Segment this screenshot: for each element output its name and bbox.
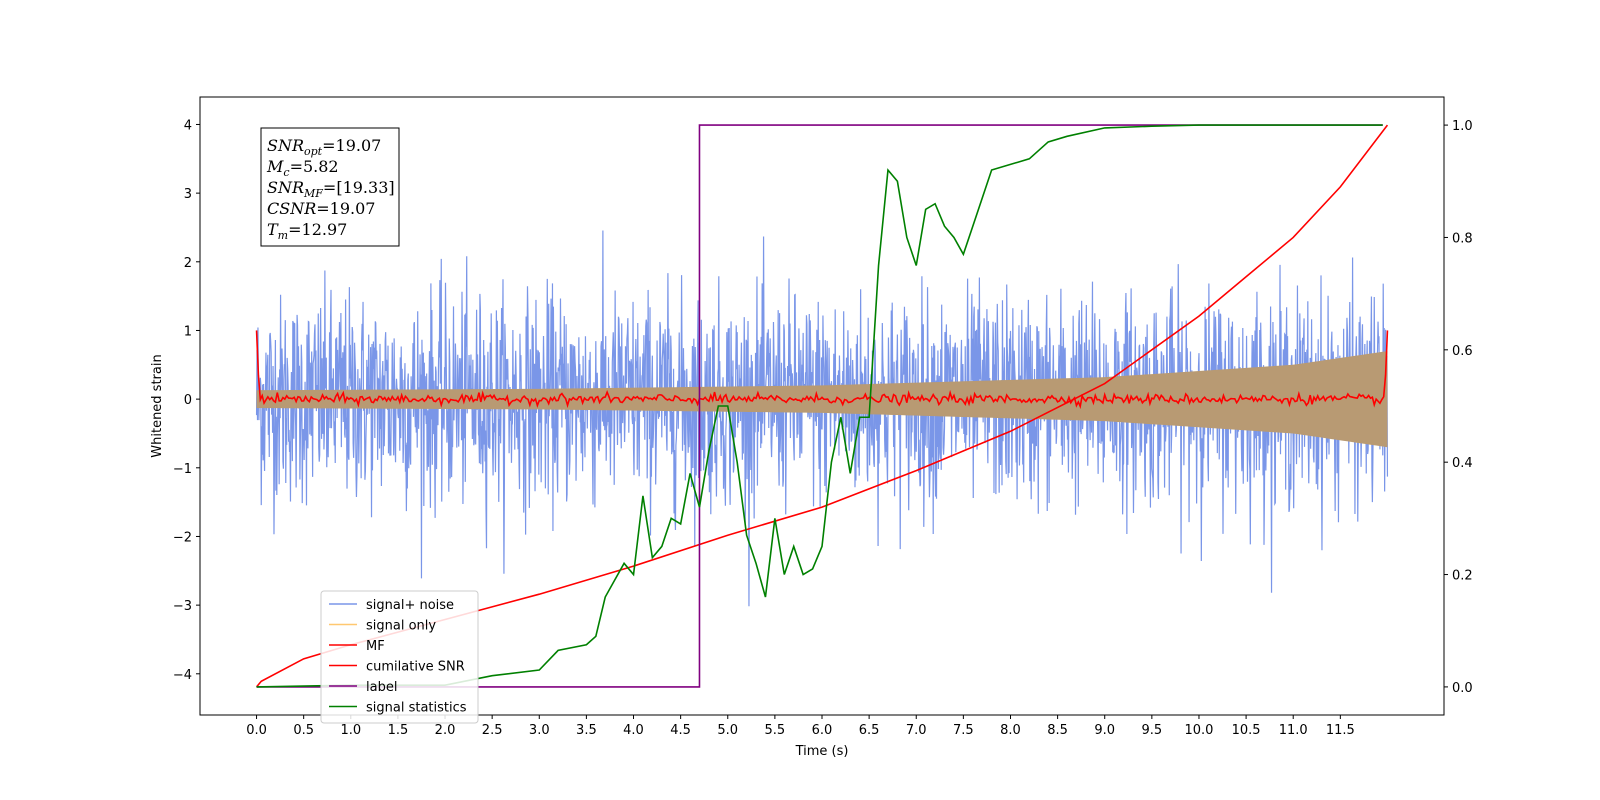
- legend-entry: signal+ noise: [366, 598, 454, 613]
- y-tick-label-right: 0.6: [1452, 344, 1473, 359]
- y-axis-label: Whitened strain: [150, 354, 165, 457]
- x-tick-label: 11.0: [1279, 723, 1308, 738]
- x-tick-label: 2.0: [435, 723, 456, 738]
- x-tick-label: 3.0: [529, 723, 550, 738]
- y-tick-label-left: 2: [184, 256, 192, 271]
- annotation-line: SNRMF=[19.33]: [267, 178, 395, 200]
- x-tick-label: 1.5: [388, 723, 409, 738]
- x-tick-label: 0.0: [246, 723, 267, 738]
- legend-frame: [320, 590, 479, 724]
- legend-entry: cumilative SNR: [366, 660, 465, 675]
- annotation-line: CSNR=19.07: [267, 199, 375, 218]
- x-tick-label: 11.5: [1326, 723, 1355, 738]
- x-tick-label: 5.0: [717, 723, 738, 738]
- annotation-frame: [260, 127, 400, 247]
- y-tick-label-left: 4: [184, 118, 192, 133]
- x-tick-label: 4.5: [670, 723, 691, 738]
- y-tick-label-left: −1: [173, 462, 192, 477]
- x-tick-label: 3.5: [576, 723, 597, 738]
- y-tick-label-left: −3: [173, 599, 192, 614]
- y-tick-label-left: −4: [173, 668, 192, 683]
- series-mf: [255, 330, 1389, 410]
- x-tick-label: 5.5: [765, 723, 786, 738]
- x-tick-label: 4.0: [623, 723, 644, 738]
- annotation-line: Mc=5.82: [266, 157, 339, 179]
- legend-entry: signal only: [366, 619, 436, 634]
- legend-entry: label: [366, 680, 397, 695]
- x-tick-label: 6.5: [859, 723, 880, 738]
- series-signal-only: [256, 351, 1388, 448]
- annotation-line: Tm=12.97: [267, 220, 347, 242]
- x-axis: 0.0 0.5 1.0 1.5 2.0 2.5 3.0 3.5 4.0 4.5 5.0 5.5 6.0 6…: [246, 715, 1355, 738]
- y-tick-label-left: −2: [173, 530, 192, 545]
- x-tick-label: 6.0: [812, 723, 833, 738]
- x-tick-label: 1.0: [340, 723, 361, 738]
- annotation-line: SNRopt=19.07: [267, 136, 381, 158]
- x-tick-label: 9.0: [1094, 723, 1115, 738]
- x-tick-label: 10.5: [1232, 723, 1261, 738]
- x-tick-label: 7.0: [906, 723, 927, 738]
- y-tick-label-left: 3: [184, 187, 192, 202]
- legend: signal+ noise signal only MF cumilative SNR…: [320, 590, 479, 724]
- x-tick-label: 2.5: [482, 723, 503, 738]
- x-tick-label: 10.0: [1184, 723, 1213, 738]
- y-tick-label-right: 0.4: [1452, 456, 1473, 471]
- legend-entry: MF: [366, 639, 385, 654]
- y-tick-label-right: 0.8: [1452, 231, 1473, 246]
- annotation-box: SNRopt=19.07Mc=5.82SNRMF=[19.33]CSNR=19.…: [260, 127, 400, 247]
- x-tick-label: 8.5: [1047, 723, 1068, 738]
- x-tick-label: 7.5: [953, 723, 974, 738]
- y-axis-right: 1.0 0.8 0.6 0.4 0.2 0.0: [1444, 119, 1473, 696]
- x-tick-label: 9.5: [1142, 723, 1163, 738]
- y-tick-label-right: 0.2: [1452, 569, 1473, 584]
- x-tick-label: 8.0: [1000, 723, 1021, 738]
- series-signal-statistics: [256, 124, 1383, 688]
- y-tick-label-left: 1: [184, 324, 192, 339]
- y-tick-label-right: 0.0: [1452, 681, 1473, 696]
- x-tick-label: 0.5: [293, 723, 314, 738]
- y-tick-label-right: 1.0: [1452, 119, 1473, 134]
- y-axis-left: 4 3 2 1 0 −1 −2 −3 −4: [173, 118, 200, 683]
- x-axis-label: Time (s): [795, 744, 849, 759]
- y-tick-label-left: 0: [184, 393, 192, 408]
- legend-entry: signal statistics: [366, 701, 467, 716]
